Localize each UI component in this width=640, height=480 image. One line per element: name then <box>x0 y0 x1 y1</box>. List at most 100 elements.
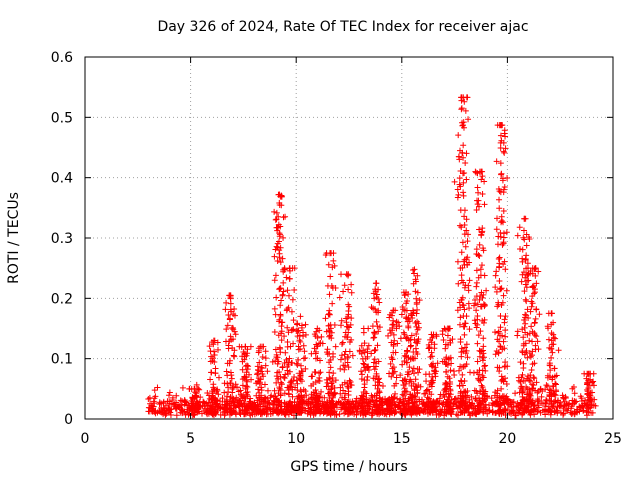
data-point <box>495 329 502 336</box>
data-point <box>468 393 475 400</box>
data-point <box>244 404 251 411</box>
data-point <box>273 294 280 301</box>
data-point <box>339 339 346 346</box>
data-point <box>260 397 267 404</box>
data-point <box>391 382 398 389</box>
data-point <box>327 332 334 339</box>
data-point <box>332 284 339 291</box>
data-point <box>287 343 294 350</box>
data-point <box>548 401 555 408</box>
data-point <box>336 294 343 301</box>
data-point <box>368 392 375 399</box>
data-point <box>473 246 480 253</box>
data-point <box>475 252 482 259</box>
data-point <box>273 353 280 360</box>
data-point <box>390 307 397 314</box>
data-point <box>486 402 493 409</box>
data-point <box>526 337 533 344</box>
data-point <box>532 342 539 349</box>
data-point <box>207 376 214 383</box>
data-point <box>277 312 284 319</box>
data-point <box>514 332 521 339</box>
data-point <box>210 381 217 388</box>
data-point <box>229 389 236 396</box>
data-point <box>498 171 505 178</box>
data-point <box>390 331 397 338</box>
data-point <box>298 394 305 401</box>
data-point <box>284 404 291 411</box>
data-point <box>390 364 397 371</box>
data-point <box>496 255 503 262</box>
data-point <box>318 333 325 340</box>
data-point <box>296 337 303 344</box>
data-point <box>439 331 446 338</box>
data-point <box>478 232 485 239</box>
data-point <box>412 355 419 362</box>
data-point <box>281 360 288 367</box>
data-point <box>352 397 359 404</box>
data-point <box>447 367 454 374</box>
data-point <box>255 386 262 393</box>
data-point <box>529 293 536 300</box>
data-point <box>436 399 443 406</box>
data-point <box>459 371 466 378</box>
y-tick-label: 0.3 <box>51 231 73 247</box>
data-point <box>358 350 365 357</box>
data-point <box>463 216 470 223</box>
data-point <box>325 408 332 415</box>
data-point <box>401 385 408 392</box>
data-point <box>439 401 446 408</box>
data-point <box>433 368 440 375</box>
data-point <box>361 340 368 347</box>
data-point <box>481 404 488 411</box>
data-point <box>346 339 353 346</box>
data-point <box>512 412 519 419</box>
data-point <box>462 243 469 250</box>
data-point <box>411 370 418 377</box>
data-point <box>431 404 438 411</box>
data-point <box>400 382 407 389</box>
data-point <box>152 410 159 417</box>
data-point <box>401 352 408 359</box>
data-point <box>493 226 500 233</box>
data-point <box>534 408 541 415</box>
data-point <box>393 374 400 381</box>
data-point <box>492 284 499 291</box>
data-point <box>162 412 169 419</box>
data-point <box>488 395 495 402</box>
data-point <box>526 377 533 383</box>
data-point <box>546 360 553 367</box>
data-point <box>478 176 485 183</box>
data-point <box>532 272 539 279</box>
data-point <box>463 227 470 234</box>
data-point <box>225 384 232 391</box>
data-point <box>523 284 530 291</box>
data-point <box>480 335 487 342</box>
data-point <box>473 279 480 286</box>
data-point <box>407 336 414 343</box>
data-point <box>302 365 309 372</box>
data-point <box>379 383 386 390</box>
data-point <box>371 330 378 337</box>
y-axis-ticks: 0 0.1 0.2 0.3 0.4 0.5 0.6 <box>51 50 613 428</box>
data-point <box>329 409 336 416</box>
data-point <box>286 275 293 282</box>
data-point <box>522 406 529 413</box>
data-point <box>388 339 395 346</box>
data-point <box>477 303 484 310</box>
data-point <box>496 205 503 212</box>
data-point <box>241 350 248 357</box>
data-point <box>545 336 552 343</box>
data-point <box>482 301 489 308</box>
data-point <box>289 296 296 303</box>
data-point <box>326 369 333 376</box>
data-point <box>276 230 283 237</box>
data-point <box>550 341 557 348</box>
data-point <box>278 323 285 330</box>
data-point <box>276 238 283 245</box>
data-point <box>223 299 230 306</box>
data-point <box>451 178 458 185</box>
data-point <box>214 386 221 393</box>
data-point <box>497 324 504 331</box>
data-point <box>331 262 338 269</box>
